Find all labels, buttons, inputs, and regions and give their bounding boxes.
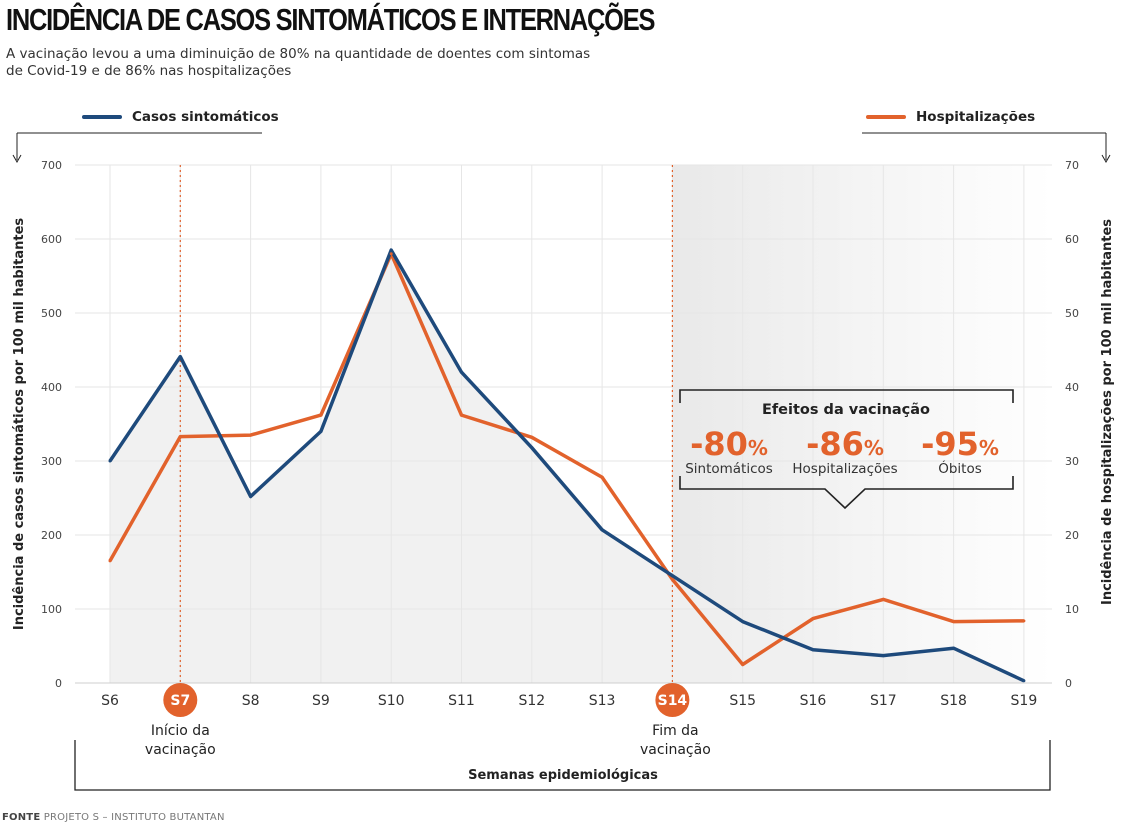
point-hospitalizacoes — [530, 435, 534, 439]
effect-label: Hospitalizações — [792, 461, 897, 477]
point-hospitalizacoes — [1022, 619, 1026, 623]
x-tick-label: S17 — [870, 693, 897, 709]
x-tick-label: S16 — [800, 693, 827, 709]
effect-value: -86% — [806, 425, 884, 463]
y-left-tick-label: 100 — [41, 603, 62, 616]
series-line-casos — [108, 248, 1025, 683]
legend-hosp-swatch — [866, 115, 906, 119]
source-label: FONTE — [2, 812, 41, 823]
y-right-tick-label: 70 — [1065, 159, 1079, 172]
point-casos — [670, 574, 674, 578]
point-casos — [389, 248, 393, 252]
source-note: FONTE PROJETO S – INSTITUTO BUTANTAN — [2, 812, 225, 823]
legend-cases-swatch — [82, 115, 122, 119]
y-right-tick-label: 50 — [1065, 307, 1079, 320]
point-hospitalizacoes — [811, 617, 815, 621]
effect-value: -80% — [690, 425, 768, 463]
vaccination-end-label: vacinação — [640, 742, 711, 758]
point-casos — [178, 355, 182, 359]
effect-label: Sintomáticos — [685, 461, 773, 477]
point-hospitalizacoes — [952, 620, 956, 624]
y-right-tick-label: 60 — [1065, 233, 1079, 246]
series-line-hospitalizacoes — [108, 252, 1024, 667]
x-tick-label: S10 — [378, 693, 405, 709]
point-hospitalizacoes — [881, 597, 885, 601]
x-tick-label: S19 — [1011, 693, 1038, 709]
point-hospitalizacoes — [319, 413, 323, 417]
effects-bracket-top — [679, 389, 1014, 403]
x-axis-label: Semanas epidemiológicas — [468, 768, 658, 783]
point-casos — [108, 459, 112, 463]
y-axis-left-label: Incidência de casos sintomáticos por 100… — [12, 218, 27, 631]
y-right-tick-label: 10 — [1065, 603, 1079, 616]
chart-subtitle: A vacinação levou a uma diminuição de 80… — [6, 46, 591, 79]
x-tick-label: S13 — [589, 693, 616, 709]
point-casos — [741, 620, 745, 624]
y-left-tick-label: 700 — [41, 159, 62, 172]
y-left-tick-label: 300 — [41, 455, 62, 468]
point-hospitalizacoes — [389, 252, 393, 256]
point-hospitalizacoes — [741, 663, 745, 666]
y-left-tick-label: 500 — [41, 307, 62, 320]
effect-value: -95% — [921, 425, 999, 463]
y-right-tick-label: 20 — [1065, 529, 1079, 542]
point-casos — [460, 370, 463, 374]
point-casos — [881, 654, 885, 658]
point-hospitalizacoes — [600, 475, 604, 479]
vaccination-end-label: Fim da — [652, 723, 698, 739]
y-right-tick-label: 40 — [1065, 381, 1079, 394]
y-right-tick-label: 30 — [1065, 455, 1079, 468]
point-hospitalizacoes — [670, 577, 674, 581]
legend-right-arrow — [1101, 133, 1111, 164]
effect-label: Óbitos — [938, 459, 982, 477]
x-axis-bracket — [74, 740, 1051, 791]
legend-hosp-label: Hospitalizações — [916, 109, 1036, 125]
highlight-week-badge — [655, 683, 690, 717]
point-hospitalizacoes — [108, 559, 112, 563]
cases-area — [110, 250, 1024, 683]
x-tick-label: S11 — [448, 693, 475, 709]
point-hospitalizacoes — [178, 435, 182, 439]
y-left-tick-label: 400 — [41, 381, 62, 394]
x-tick-label: S7 — [170, 693, 190, 709]
legend-hosp: Hospitalizações — [866, 109, 1035, 125]
point-casos — [530, 446, 534, 450]
x-tick-label: S18 — [940, 693, 967, 709]
point-hospitalizacoes — [249, 433, 253, 437]
post-vaccination-region — [672, 165, 1052, 683]
legend-cases-label: Casos sintomáticos — [132, 109, 279, 125]
vaccination-start-label: Início da — [151, 723, 210, 739]
vaccination-start-label: vacinação — [145, 742, 216, 758]
highlight-week-badge — [163, 683, 198, 717]
y-right-tick-label: 0 — [1065, 677, 1072, 690]
chart-title: INCIDÊNCIA DE CASOS SINTOMÁTICOS E INTER… — [6, 2, 655, 37]
y-left-tick-label: 600 — [41, 233, 62, 246]
point-casos — [1022, 679, 1026, 683]
point-casos — [811, 648, 815, 652]
point-casos — [249, 495, 253, 499]
y-left-tick-label: 0 — [55, 677, 62, 690]
x-tick-label: S6 — [101, 693, 119, 709]
point-casos — [319, 429, 323, 433]
x-tick-label: S12 — [518, 693, 545, 709]
effects-bracket-bottom — [679, 476, 1014, 510]
x-tick-label: S9 — [312, 693, 330, 709]
source-text: PROJETO S – INSTITUTO BUTANTAN — [43, 812, 225, 823]
x-tick-label: S8 — [242, 693, 260, 709]
effects-title: Efeitos da vacinação — [762, 402, 930, 418]
y-axis-right-label: Incidência de hospitalizações por 100 mi… — [1100, 219, 1115, 605]
legend-cases: Casos sintomáticos — [82, 109, 279, 125]
point-casos — [952, 646, 956, 650]
legend-left-arrow — [12, 133, 22, 164]
point-casos — [600, 528, 604, 532]
x-tick-label: S15 — [729, 693, 756, 709]
point-hospitalizacoes — [460, 413, 463, 417]
x-tick-label: S14 — [658, 693, 688, 709]
y-left-tick-label: 200 — [41, 529, 62, 542]
